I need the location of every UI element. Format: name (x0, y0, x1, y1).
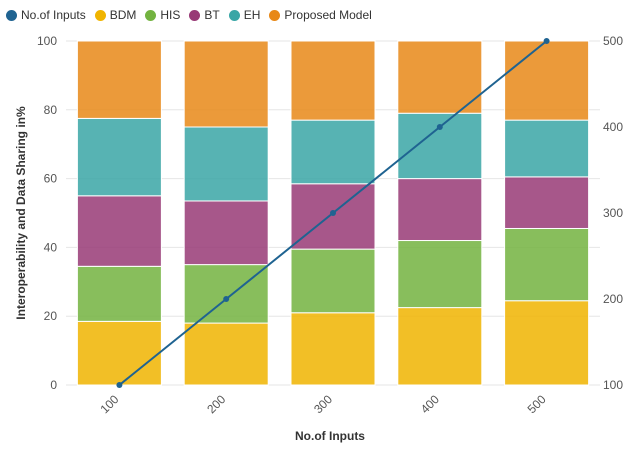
legend-item[interactable]: BDM (94, 8, 137, 22)
bar-segment[interactable] (504, 176, 590, 229)
bar-segment[interactable] (290, 119, 376, 185)
legend-label: BT (204, 8, 220, 22)
y2-tick-label: 100 (603, 378, 623, 392)
x-tick-label: 300 (311, 392, 335, 416)
bar-segment[interactable] (76, 320, 162, 386)
legend-label: BDM (109, 8, 137, 22)
bar-segment[interactable] (397, 40, 483, 114)
bar-segment[interactable] (290, 248, 376, 314)
bar-segment[interactable] (504, 119, 590, 178)
x-tick-label: 200 (204, 392, 228, 416)
legend-label: Proposed Model (284, 8, 372, 22)
x-tick-label: 100 (97, 392, 121, 416)
bar-segment[interactable] (183, 322, 269, 386)
chart-legend: No.of Inputs BDM HIS BT EH Proposed Model (6, 6, 372, 24)
y2-axis-ticks: 100 200 300 400 500 (603, 34, 623, 392)
legend-swatch (189, 9, 201, 21)
y-tick-label: 100 (37, 34, 57, 48)
y2-tick-label: 400 (603, 120, 623, 134)
bar-segment[interactable] (76, 40, 162, 119)
legend-item[interactable]: HIS (145, 8, 180, 22)
legend-swatch (228, 9, 240, 21)
legend-item[interactable]: Proposed Model (269, 8, 372, 22)
bar-segment[interactable] (183, 126, 269, 202)
y-axis-label: Interoperability and Data Sharing in% (14, 106, 28, 320)
bar-segment[interactable] (397, 240, 483, 309)
bar-segment[interactable] (290, 312, 376, 386)
x-axis-ticks: 100 200 300 400 500 (97, 392, 548, 416)
line-point[interactable] (436, 124, 443, 130)
bar-segment[interactable] (504, 227, 590, 302)
line-point[interactable] (116, 382, 123, 388)
bar-segment[interactable] (76, 265, 162, 322)
y2-tick-label: 300 (603, 206, 623, 220)
legend-swatch (94, 9, 106, 21)
y-tick-label: 0 (50, 378, 57, 392)
legend-item[interactable]: No.of Inputs (6, 8, 86, 22)
y-tick-label: 40 (44, 240, 58, 254)
bar-segment[interactable] (290, 183, 376, 250)
y2-tick-label: 200 (603, 292, 623, 306)
x-tick-label: 400 (418, 392, 442, 416)
legend-item[interactable]: EH (228, 8, 261, 22)
y2-tick-label: 500 (603, 34, 623, 48)
line-point[interactable] (223, 296, 230, 302)
legend-swatch (269, 9, 281, 21)
legend-label: No.of Inputs (21, 8, 86, 22)
bar-segment[interactable] (397, 178, 483, 242)
bar-segment[interactable] (183, 200, 269, 266)
line-point[interactable] (543, 38, 550, 44)
bar-segment[interactable] (183, 264, 269, 324)
legend-swatch (145, 9, 157, 21)
y-tick-label: 80 (44, 103, 58, 117)
bar-segment[interactable] (504, 300, 590, 386)
bar-segment[interactable] (397, 112, 483, 180)
inputs-line-series (116, 38, 550, 388)
bar-segment[interactable] (76, 117, 162, 197)
bar-segment[interactable] (290, 40, 376, 121)
bar-stacks (76, 40, 590, 386)
y-tick-label: 60 (44, 172, 58, 186)
bar-segment[interactable] (183, 40, 269, 128)
bar-segment[interactable] (397, 307, 483, 386)
bar-segment[interactable] (76, 195, 162, 267)
y-axis-ticks: 0 20 40 60 80 100 (37, 34, 57, 392)
legend-swatch (6, 9, 17, 21)
x-tick-label: 500 (525, 392, 549, 416)
x-axis-label: No.of Inputs (295, 429, 365, 443)
legend-label: EH (243, 8, 261, 22)
legend-item[interactable]: BT (189, 8, 220, 22)
line-point[interactable] (330, 210, 336, 216)
bar-segment[interactable] (504, 40, 590, 121)
y-tick-label: 20 (44, 309, 58, 323)
legend-label: HIS (160, 8, 181, 22)
